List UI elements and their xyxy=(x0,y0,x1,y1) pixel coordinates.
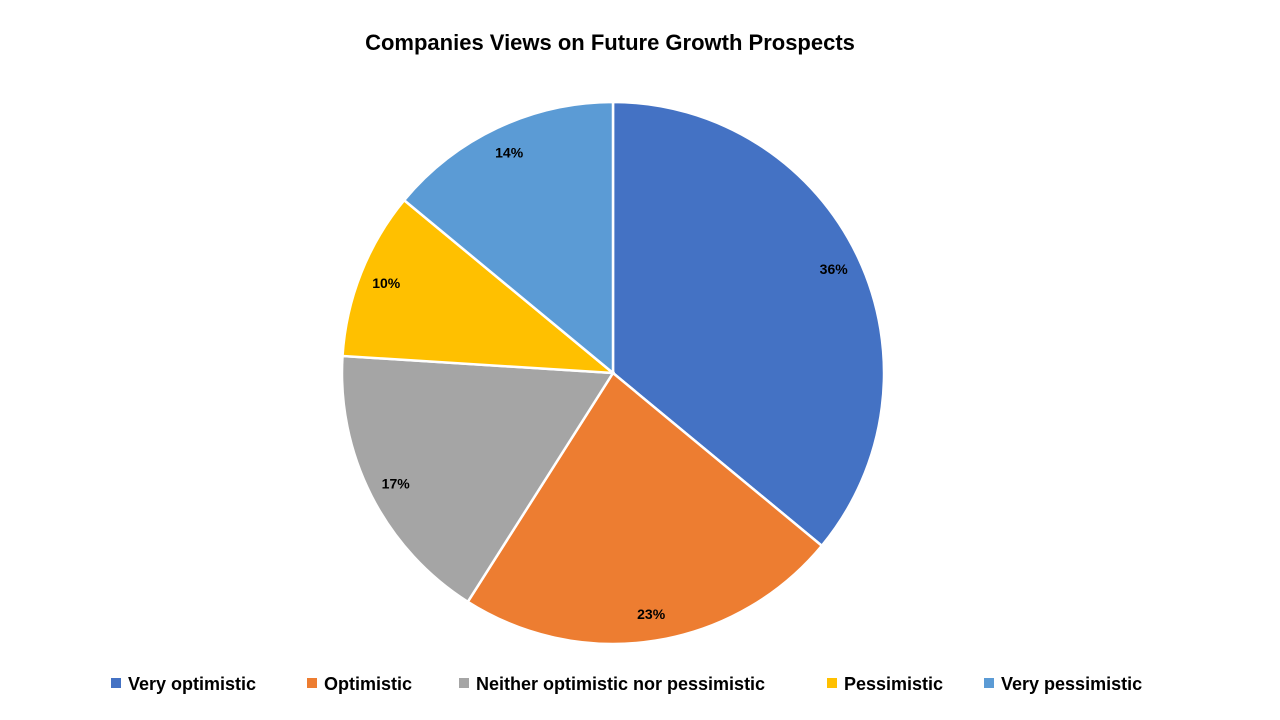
data-labels: 36% 23% 17% 10% 14% xyxy=(372,144,848,622)
legend-swatch xyxy=(827,678,837,688)
legend-label: Very pessimistic xyxy=(1001,674,1142,694)
legend-swatch xyxy=(111,678,121,688)
legend-item: Optimistic xyxy=(307,674,412,694)
legend-label: Neither optimistic nor pessimistic xyxy=(476,674,765,694)
pie-slice-very-optimistic xyxy=(611,100,886,548)
pie-slices xyxy=(340,100,886,646)
legend-label: Pessimistic xyxy=(844,674,943,694)
legend-item: Very pessimistic xyxy=(984,674,1142,694)
legend-swatch xyxy=(307,678,317,688)
legend-item: Neither optimistic nor pessimistic xyxy=(459,674,765,694)
chart-title: Companies Views on Future Growth Prospec… xyxy=(365,30,855,55)
legend-label: Optimistic xyxy=(324,674,412,694)
legend-swatch xyxy=(984,678,994,688)
legend-item: Very optimistic xyxy=(111,674,256,694)
data-label: 23% xyxy=(637,606,666,622)
data-label: 14% xyxy=(495,144,524,160)
pie-slice-very-pessimistic xyxy=(402,100,615,376)
data-label: 36% xyxy=(820,261,849,277)
pie-slice-neither-optimistic-nor-pessimistic xyxy=(340,354,616,604)
data-label: 10% xyxy=(372,275,401,291)
legend-label: Very optimistic xyxy=(128,674,256,694)
pie-slice-pessimistic xyxy=(341,198,617,375)
legend: Very optimistic Optimistic Neither optimis… xyxy=(111,674,1142,694)
legend-swatch xyxy=(459,678,469,688)
legend-item: Pessimistic xyxy=(827,674,943,694)
pie-slice-optimistic xyxy=(466,371,824,646)
data-label: 17% xyxy=(382,476,411,492)
